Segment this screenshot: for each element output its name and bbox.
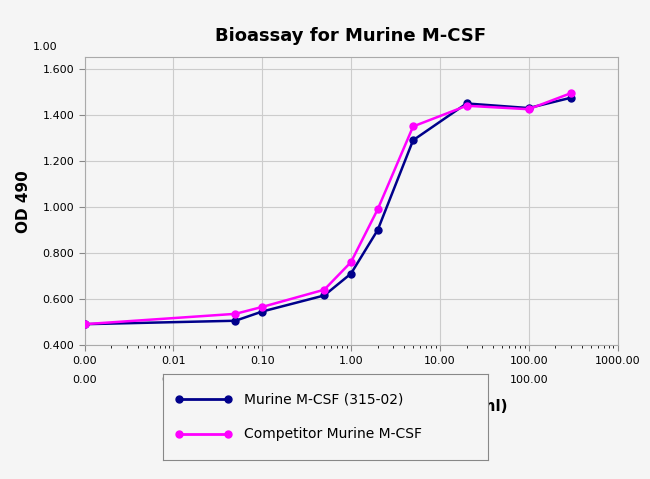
Competitor Murine M-CSF: [463, 103, 471, 109]
Competitor Murine M-CSF: [347, 259, 355, 265]
Y-axis label: OD 490: OD 490: [16, 170, 31, 233]
Competitor Murine M-CSF: [320, 287, 328, 293]
Line: Competitor Murine M-CSF: Competitor Murine M-CSF: [81, 90, 575, 328]
Murine M-CSF (315-02): [347, 271, 355, 276]
Murine M-CSF (315-02): [525, 105, 532, 111]
Murine M-CSF (315-02): [463, 101, 471, 106]
Competitor Murine M-CSF: [258, 304, 266, 310]
Murine M-CSF (315-02): [374, 227, 382, 233]
Text: Competitor Murine M-CSF: Competitor Murine M-CSF: [244, 427, 422, 441]
Murine M-CSF (315-02): [567, 95, 575, 101]
Text: 0.01: 0.01: [161, 376, 186, 386]
Text: 0.00: 0.00: [72, 376, 97, 386]
Competitor Murine M-CSF: [81, 321, 88, 327]
Competitor Murine M-CSF: [567, 90, 575, 96]
Line: Murine M-CSF (315-02): Murine M-CSF (315-02): [81, 94, 575, 328]
Title: Bioassay for Murine M-CSF: Bioassay for Murine M-CSF: [215, 27, 487, 45]
X-axis label: Murine M-CSF Concentration (ng/ml): Murine M-CSF Concentration (ng/ml): [194, 399, 508, 414]
Text: 1.00: 1.00: [339, 376, 363, 386]
Competitor Murine M-CSF: [410, 124, 417, 129]
Text: 0.10: 0.10: [250, 376, 274, 386]
Murine M-CSF (315-02): [81, 321, 88, 327]
Murine M-CSF (315-02): [410, 137, 417, 143]
Murine M-CSF (315-02): [320, 293, 328, 298]
Competitor Murine M-CSF: [231, 311, 239, 317]
Text: Murine M-CSF (315-02): Murine M-CSF (315-02): [244, 392, 403, 407]
Text: 1.00: 1.00: [33, 42, 58, 52]
Competitor Murine M-CSF: [525, 106, 532, 112]
Murine M-CSF (315-02): [258, 308, 266, 314]
Murine M-CSF (315-02): [231, 318, 239, 324]
Text: 10.00: 10.00: [424, 376, 456, 386]
Competitor Murine M-CSF: [374, 206, 382, 212]
Text: 100.00: 100.00: [510, 376, 548, 386]
